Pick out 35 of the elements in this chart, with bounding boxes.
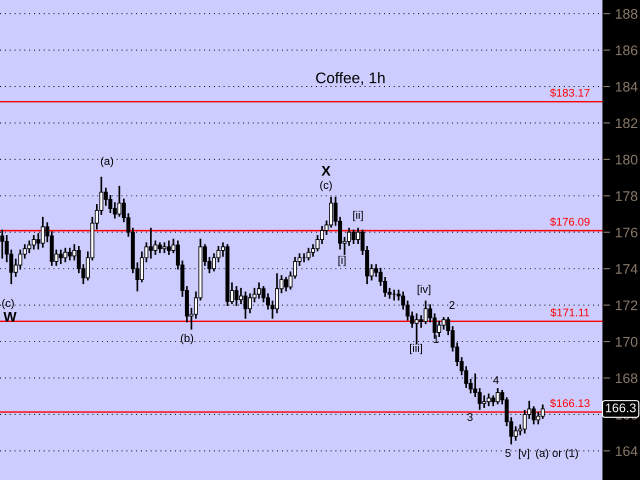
annotation: [iv] bbox=[418, 284, 430, 296]
ref-line-label: $176.09 bbox=[550, 217, 590, 226]
y-tick-label: 188 bbox=[616, 8, 638, 19]
y-tick-label: 174 bbox=[616, 264, 638, 274]
annotation: [iii] bbox=[410, 344, 422, 354]
y-tick-label: 184 bbox=[616, 82, 638, 92]
text: 166.3 bbox=[606, 403, 636, 412]
candlestick bbox=[306, 248, 311, 260]
y-tick-label: 168 bbox=[616, 373, 638, 384]
y-tick-label: 170 bbox=[616, 336, 638, 347]
annotation: (a) or (1) bbox=[536, 448, 578, 460]
y-tick-label: 172 bbox=[616, 300, 638, 310]
y-tick-label: 178 bbox=[616, 191, 638, 201]
annotation: [ii] bbox=[353, 210, 363, 222]
annotation: (c) bbox=[320, 180, 332, 192]
ref-line-label: $171.11 bbox=[550, 308, 590, 318]
ref-line-label: $183.17 bbox=[550, 88, 590, 98]
annotation: X bbox=[321, 166, 331, 176]
y-tick-label: 182 bbox=[616, 118, 638, 128]
annotation: 3 bbox=[467, 413, 473, 421]
text: Coffee, 1h bbox=[316, 72, 385, 86]
y-tick-label: 186 bbox=[616, 45, 638, 56]
annotation: W bbox=[3, 312, 17, 322]
annotation: (c) bbox=[2, 298, 14, 310]
annotation: 5 bbox=[505, 449, 511, 457]
y-tick-label: 164 bbox=[616, 446, 638, 456]
annotation: [i] bbox=[338, 256, 346, 266]
y-tick-label: 176 bbox=[616, 228, 638, 238]
y-tick-label: 180 bbox=[616, 154, 638, 165]
annotation: 2 bbox=[449, 301, 455, 309]
annotation: (a) bbox=[100, 156, 114, 168]
ref-line-label: $166.13 bbox=[550, 398, 590, 408]
annotation: 4 bbox=[493, 376, 499, 384]
annotation: (b) bbox=[180, 334, 194, 344]
annotation: [v] bbox=[518, 448, 530, 460]
